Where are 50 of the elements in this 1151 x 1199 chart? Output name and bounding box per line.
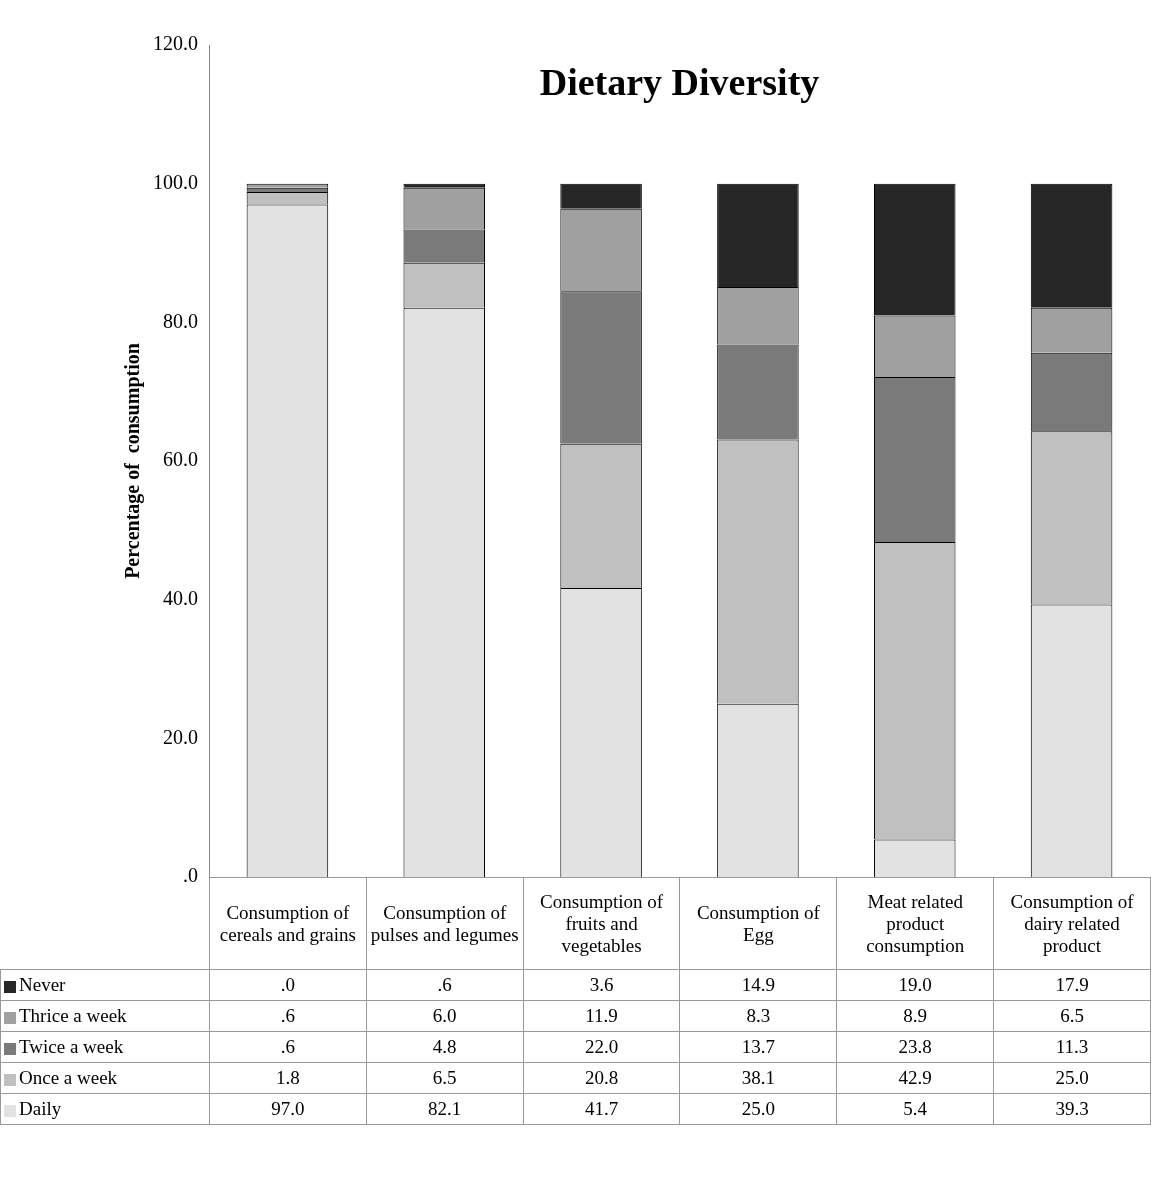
data-label: 22.0 xyxy=(523,1031,680,1063)
data-label: 38.1 xyxy=(679,1062,837,1094)
data-label: 39.3 xyxy=(993,1093,1151,1125)
data-label: 5.4 xyxy=(836,1093,994,1125)
y-tick-label: 120.0 xyxy=(153,32,198,55)
data-label: 82.1 xyxy=(366,1093,524,1125)
data-label: 6.5 xyxy=(993,1000,1151,1032)
data-label: 1.8 xyxy=(209,1062,367,1094)
data-label: 3.6 xyxy=(523,969,680,1001)
legend-label: Never xyxy=(0,969,210,1001)
data-label: 6.5 xyxy=(366,1062,524,1094)
data-label: 25.0 xyxy=(679,1093,837,1125)
x-tick-label: Consumption of dairy related product xyxy=(993,877,1151,970)
data-label: 13.7 xyxy=(679,1031,837,1063)
legend-label: Twice a week xyxy=(0,1031,210,1063)
y-axis-title: Percentage of consumption xyxy=(121,343,145,579)
data-label: .6 xyxy=(209,1000,367,1032)
y-tick-label: .0 xyxy=(183,864,198,887)
data-label: 8.3 xyxy=(679,1000,837,1032)
x-tick-label: Consumption of pulses and legumes xyxy=(366,877,524,970)
data-label: 25.0 xyxy=(993,1062,1151,1094)
y-tick-label: 100.0 xyxy=(153,170,198,193)
legend-label: Thrice a week xyxy=(0,1000,210,1032)
x-tick-label: Consumption of Egg xyxy=(679,877,837,970)
data-label: 20.8 xyxy=(523,1062,680,1094)
data-label: 23.8 xyxy=(836,1031,994,1063)
x-tick-label: Meat related product consumption xyxy=(836,877,994,970)
x-tick-label: Consumption of fruits and vegetables xyxy=(523,877,680,970)
data-label: 97.0 xyxy=(209,1093,367,1125)
data-label: 42.9 xyxy=(836,1062,994,1094)
data-label: 41.7 xyxy=(523,1093,680,1125)
y-tick-label: 60.0 xyxy=(163,448,198,471)
data-label: .0 xyxy=(209,969,367,1001)
data-label: 14.9 xyxy=(679,969,837,1001)
legend-label: Daily xyxy=(0,1093,210,1125)
data-label: 11.9 xyxy=(523,1000,680,1032)
chart-title: Dietary Diversity xyxy=(539,60,820,103)
x-tick-label: Consumption of cereals and grains xyxy=(209,877,367,970)
y-tick-label: 80.0 xyxy=(163,309,198,332)
legend-label: Once a week xyxy=(0,1062,210,1094)
data-label: 4.8 xyxy=(366,1031,524,1063)
data-label: 19.0 xyxy=(836,969,994,1001)
data-label: .6 xyxy=(209,1031,367,1063)
data-label: 11.3 xyxy=(993,1031,1151,1063)
data-label: 8.9 xyxy=(836,1000,994,1032)
data-label: 17.9 xyxy=(993,969,1151,1001)
y-tick-label: 40.0 xyxy=(163,586,198,609)
data-label: .6 xyxy=(366,969,524,1001)
data-label: 6.0 xyxy=(366,1000,524,1032)
y-tick-label: 20.0 xyxy=(163,725,198,748)
